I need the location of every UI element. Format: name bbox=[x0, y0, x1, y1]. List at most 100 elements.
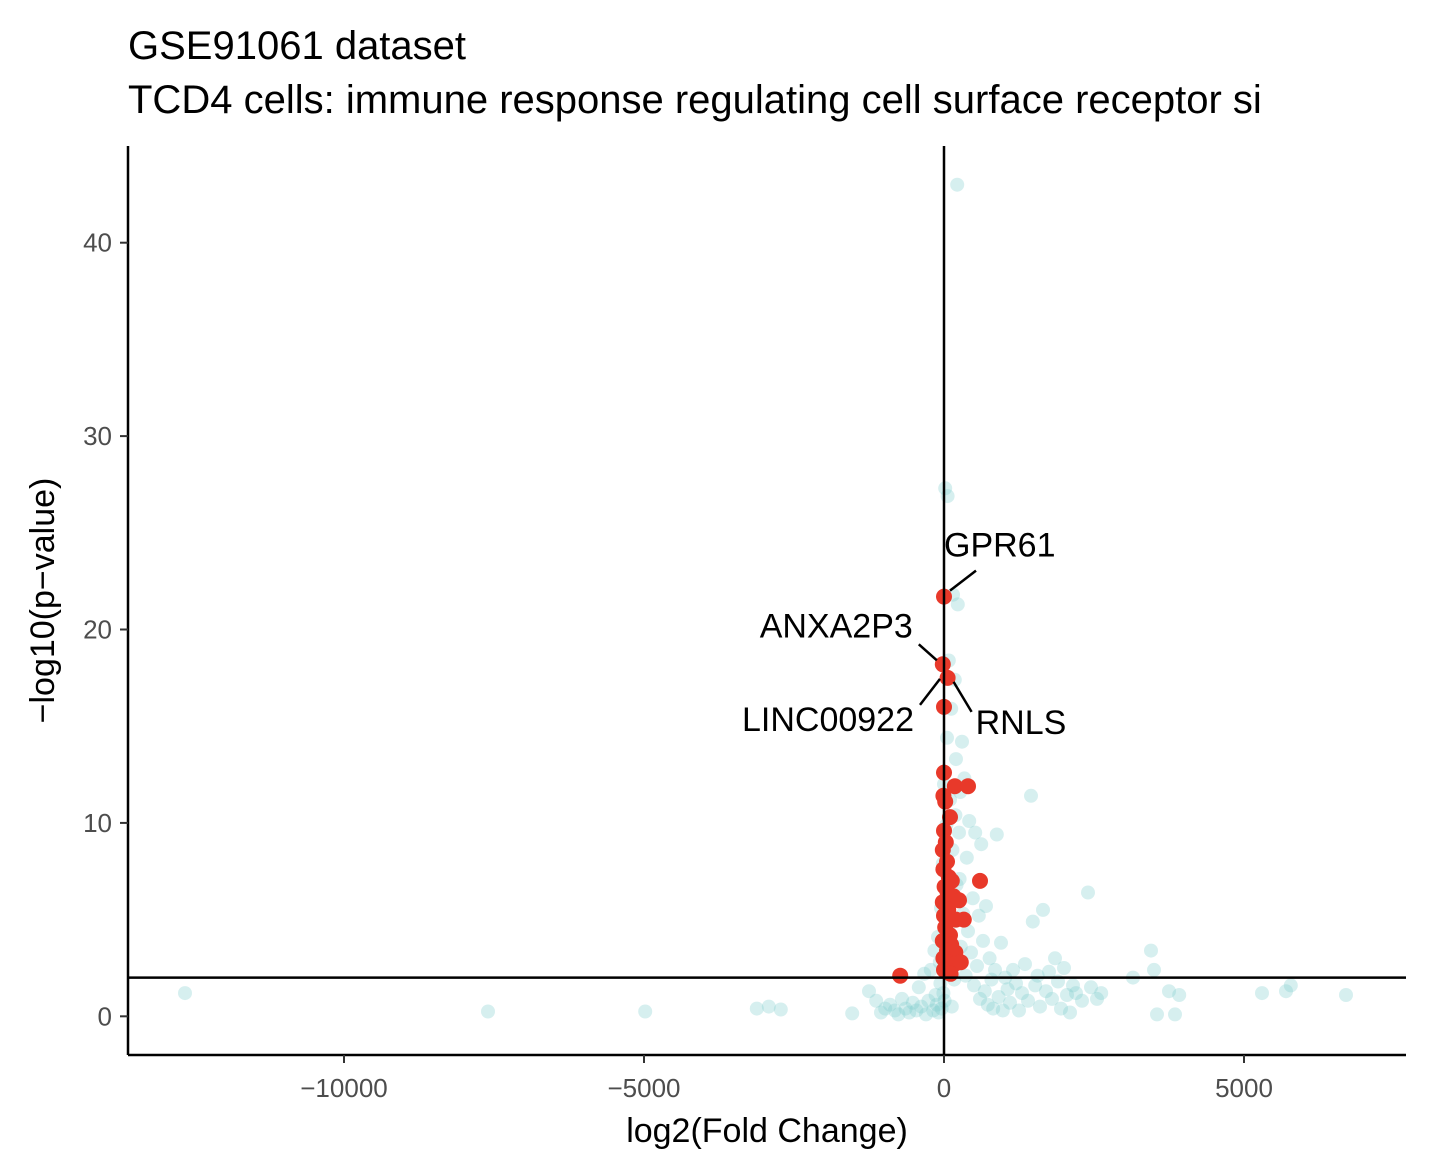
background-gene-point bbox=[1255, 986, 1269, 1001]
x-axis-title: log2(Fold Change) bbox=[626, 1112, 908, 1150]
background-gene-point bbox=[1075, 993, 1089, 1008]
background-gene-point bbox=[1081, 885, 1095, 900]
background-gene-point bbox=[967, 978, 981, 993]
background-gene-point bbox=[989, 827, 1004, 842]
background-gene-point bbox=[1057, 961, 1071, 975]
background-gene-point bbox=[977, 984, 992, 999]
background-gene-point bbox=[1025, 914, 1040, 929]
background-gene-point bbox=[862, 984, 876, 999]
background-gene-point bbox=[761, 999, 776, 1014]
background-gene-point bbox=[976, 933, 990, 948]
background-gene-point bbox=[883, 997, 897, 1012]
chart-subtitle: TCD4 cells: immune response regulating c… bbox=[128, 78, 1262, 122]
x-tick-label: 0 bbox=[937, 1073, 951, 1103]
y-tick-label: 40 bbox=[83, 228, 112, 258]
background-gene-point bbox=[1147, 962, 1161, 977]
background-gene-point bbox=[1172, 988, 1187, 1002]
pathway-gene-point bbox=[892, 967, 909, 984]
background-gene-point bbox=[1144, 943, 1158, 958]
gene-label-gpr61: GPR61 bbox=[944, 527, 1056, 565]
pathway-gene-point bbox=[951, 892, 967, 909]
background-gene-point bbox=[986, 1001, 1001, 1016]
background-gene-point bbox=[1000, 982, 1015, 997]
background-gene-point bbox=[178, 986, 192, 1001]
background-gene-point bbox=[959, 850, 974, 865]
background-gene-point bbox=[1042, 964, 1056, 979]
background-gene-point bbox=[749, 1001, 764, 1016]
background-gene-point bbox=[955, 734, 969, 749]
background-gene-point bbox=[965, 891, 980, 906]
x-tick-label: −10000 bbox=[300, 1073, 387, 1103]
pathway-gene-point bbox=[952, 954, 969, 971]
background-gene-point bbox=[970, 959, 984, 973]
background-gene-point bbox=[1048, 951, 1062, 966]
background-gene-point bbox=[898, 1001, 913, 1016]
reference-lines bbox=[128, 146, 1406, 1055]
background-gene-point bbox=[995, 1003, 1010, 1018]
background-gene-point bbox=[1003, 995, 1017, 1010]
background-gene-point bbox=[481, 1004, 495, 1019]
gene-label-leader bbox=[952, 681, 973, 713]
background-gene-point bbox=[902, 1005, 917, 1020]
background-gene-point bbox=[1021, 993, 1035, 1008]
background-gene-point bbox=[961, 924, 975, 939]
background-gene-point bbox=[1162, 984, 1176, 999]
background-gene-point bbox=[962, 814, 977, 828]
gene-label-leader bbox=[919, 678, 941, 706]
background-gene-point bbox=[1018, 957, 1032, 972]
background-gene-point bbox=[1283, 978, 1298, 993]
background-gene-point bbox=[994, 935, 1008, 950]
pathway-gene-point bbox=[972, 872, 988, 889]
background-gene-point bbox=[921, 993, 936, 1008]
background-gene-point bbox=[979, 899, 993, 914]
pathway-gene-point bbox=[942, 809, 958, 826]
background-gene-point bbox=[958, 968, 973, 983]
background-gene-point bbox=[914, 999, 929, 1014]
background-gene-point bbox=[929, 997, 944, 1012]
y-tick-label: 30 bbox=[83, 421, 112, 451]
chart-title: GSE91061 dataset bbox=[128, 24, 467, 68]
background-gene-point bbox=[982, 951, 997, 966]
background-gene-point bbox=[887, 1003, 902, 1018]
background-gene-point bbox=[1339, 988, 1353, 1002]
background-gene-point bbox=[1039, 984, 1053, 999]
background-gene-point bbox=[971, 908, 986, 923]
background-gene-point bbox=[845, 1006, 860, 1021]
background-genes-layer bbox=[178, 177, 1353, 1022]
background-gene-point bbox=[952, 825, 966, 840]
pathway-gene-point bbox=[960, 778, 976, 795]
background-gene-point bbox=[909, 1003, 924, 1018]
y-tick-label: 20 bbox=[83, 615, 112, 645]
y-tick-label: 0 bbox=[98, 1001, 112, 1031]
background-gene-point bbox=[905, 995, 920, 1010]
background-gene-point bbox=[1012, 1003, 1026, 1018]
y-tick-label: 10 bbox=[83, 808, 112, 838]
background-gene-point bbox=[878, 1001, 893, 1016]
background-gene-point bbox=[973, 991, 987, 1006]
background-gene-point bbox=[1033, 999, 1047, 1014]
background-gene-point bbox=[1094, 986, 1109, 1001]
gene-labels: GPR61 ANXA2P3 LINC00922 RNLS bbox=[742, 527, 1066, 742]
background-gene-point bbox=[1084, 980, 1098, 995]
background-gene-point bbox=[980, 997, 995, 1012]
background-gene-point bbox=[984, 972, 999, 987]
gene-label-leader bbox=[917, 643, 938, 662]
axes: −10000 −5000 0 5000 0 10 20 30 40 bbox=[83, 146, 1406, 1103]
gene-label-linc00922: LINC00922 bbox=[742, 701, 914, 739]
gene-label-anxa2p3: ANXA2P3 bbox=[760, 607, 913, 645]
background-gene-point bbox=[1015, 986, 1029, 1001]
background-gene-point bbox=[1054, 1001, 1068, 1016]
x-tick-label: −5000 bbox=[607, 1073, 680, 1103]
background-gene-point bbox=[926, 1003, 941, 1018]
background-gene-point bbox=[1036, 902, 1050, 917]
background-gene-point bbox=[991, 990, 1006, 1004]
background-gene-point bbox=[940, 489, 955, 504]
background-gene-point bbox=[1045, 991, 1059, 1006]
y-axis-title: −log10(p−value) bbox=[24, 478, 62, 724]
background-gene-point bbox=[1063, 1005, 1077, 1020]
background-gene-point bbox=[964, 945, 978, 960]
background-gene-point bbox=[974, 837, 989, 852]
background-gene-point bbox=[891, 1007, 906, 1022]
background-gene-point bbox=[950, 597, 965, 612]
